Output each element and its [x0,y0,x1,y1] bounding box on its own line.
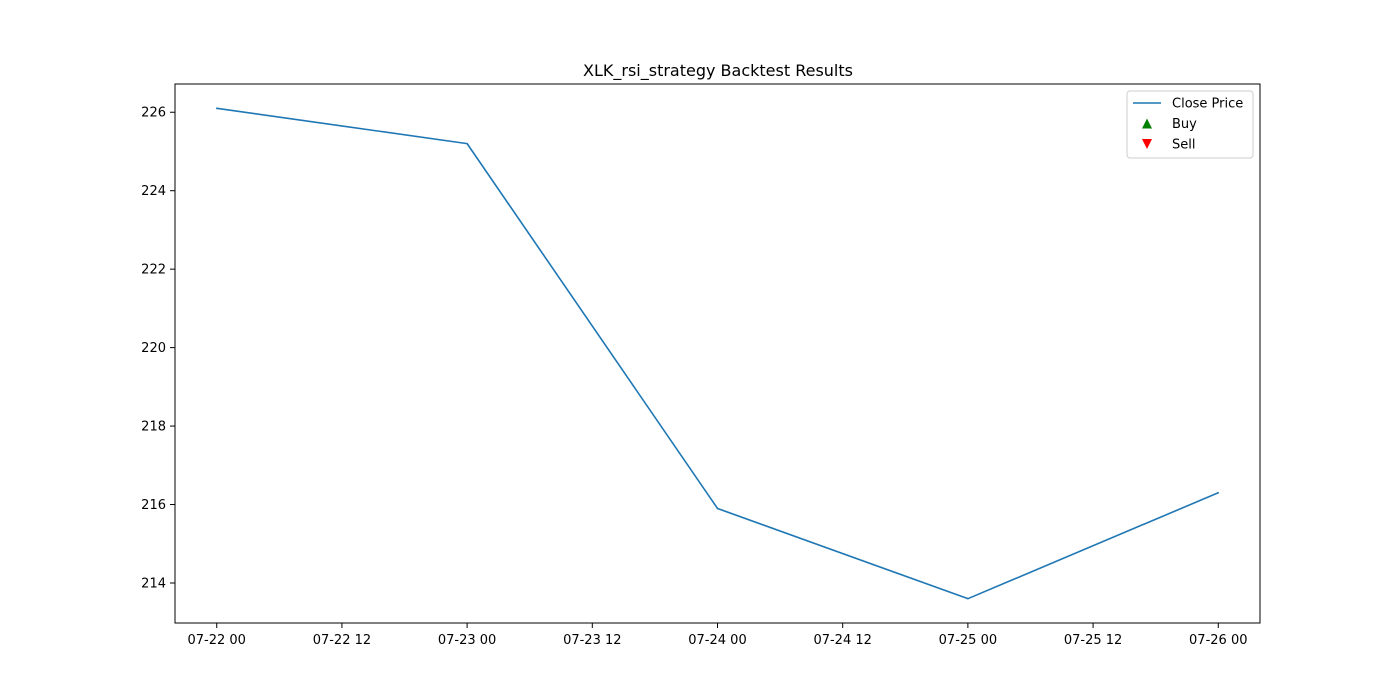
x-tick-label: 07-25 00 [939,633,997,648]
y-tick-label: 220 [141,341,166,356]
legend-buy-label: Buy [1172,117,1197,132]
x-tick-label: 07-24 00 [688,633,746,648]
plot-area: 07-22 00 07-22 12 07-23 00 07-23 12 07-24 00… [141,83,1261,648]
x-tick-label: 07-22 12 [313,633,371,648]
x-tick-label: 07-23 00 [438,633,496,648]
y-tick-label: 222 [141,263,166,278]
x-tick-label: 07-23 12 [563,633,621,648]
legend-frame [1126,90,1254,159]
close-price-point [1217,491,1220,494]
x-tick-label: 07-22 00 [188,633,246,648]
y-tick-label: 224 [141,184,166,199]
close-price-point [967,597,969,600]
y-tick-label: 218 [141,420,166,435]
x-tick-label: 07-24 12 [813,633,871,648]
legend-buy-marker-icon [1142,118,1152,129]
y-tick-label: 216 [141,498,166,513]
axes-frame [174,83,1261,624]
close-price-point [466,142,468,145]
close-price-point [716,507,719,510]
chart-title: XLK_rsi_strategy Backtest Results [583,61,853,81]
x-tick-label: 07-26 00 [1189,633,1247,648]
y-tick-label: 226 [141,106,166,121]
close-price-point [215,107,218,110]
close-price-line [216,107,1219,600]
legend-close-price-label: Close Price [1172,97,1243,112]
legend-sell-label: Sell [1172,138,1195,153]
y-tick-label: 214 [141,576,166,591]
legend-sell-marker-icon [1142,139,1152,149]
legend: Close Price Buy Sell [1126,90,1254,159]
x-tick-label: 07-25 12 [1064,633,1122,648]
